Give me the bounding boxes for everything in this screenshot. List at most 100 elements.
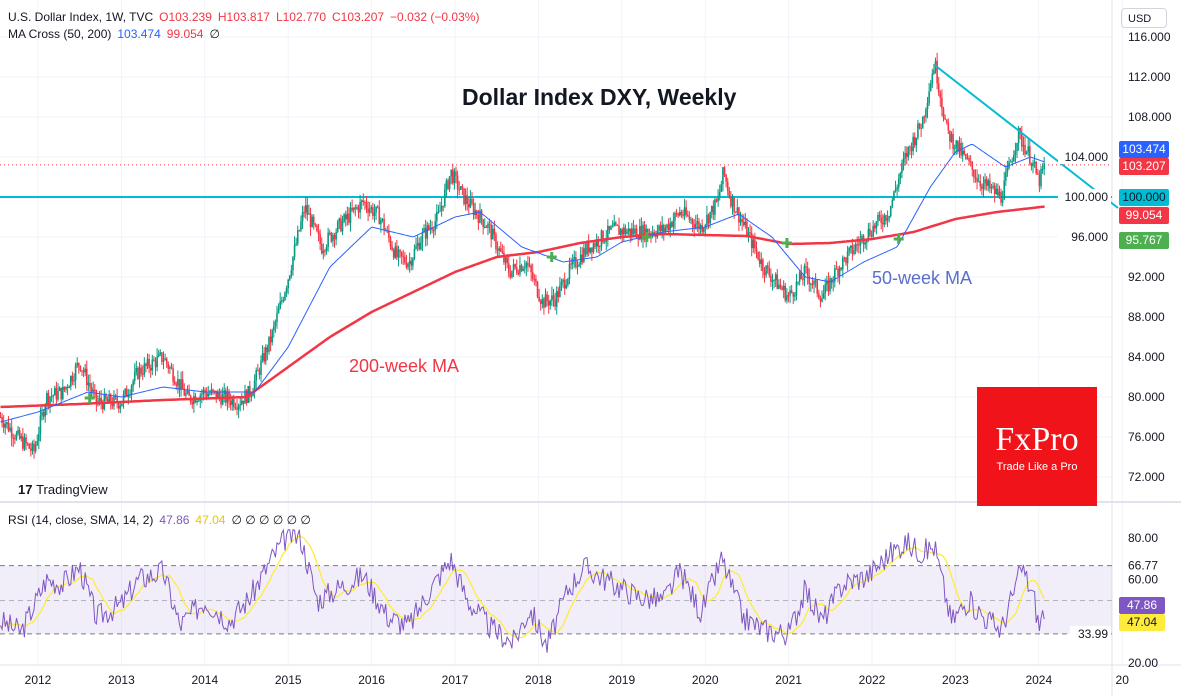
time-tick-label: 2024 bbox=[1025, 673, 1052, 687]
ma-cross-marker bbox=[641, 232, 652, 242]
candle-body bbox=[813, 280, 815, 285]
time-tick-label: 2023 bbox=[942, 673, 969, 687]
candle-body bbox=[920, 128, 922, 130]
close-value: C103.207 bbox=[332, 10, 385, 24]
candle-body bbox=[854, 244, 857, 251]
candle-body bbox=[392, 249, 395, 258]
candle-body bbox=[921, 116, 924, 129]
candle-body bbox=[444, 189, 446, 207]
candle-body bbox=[151, 359, 154, 371]
candle-body bbox=[715, 199, 718, 202]
candle-body bbox=[193, 396, 195, 405]
candle-body bbox=[368, 209, 371, 213]
candle-body bbox=[990, 187, 993, 189]
candle-body bbox=[66, 386, 69, 389]
candle-body bbox=[276, 313, 278, 323]
candle-body bbox=[522, 268, 524, 271]
candle-body bbox=[167, 363, 170, 369]
candle-body bbox=[873, 225, 876, 229]
time-tick-label: 2018 bbox=[525, 673, 552, 687]
candle-body bbox=[742, 222, 745, 226]
candle-body bbox=[1043, 163, 1045, 169]
candle-body bbox=[939, 92, 942, 98]
candle-body bbox=[503, 252, 505, 263]
candle-body bbox=[241, 400, 243, 405]
candle-body bbox=[955, 140, 958, 149]
candle-body bbox=[848, 247, 850, 252]
candle-body bbox=[997, 188, 999, 196]
ma-legend[interactable]: MA Cross (50, 200) 103.474 99.054 ∅ bbox=[8, 27, 226, 41]
candle-body bbox=[201, 393, 203, 396]
candle-body bbox=[669, 222, 671, 231]
candle-body bbox=[23, 437, 26, 449]
candle-body bbox=[893, 191, 895, 200]
candle-body bbox=[869, 228, 871, 236]
candle-body bbox=[391, 246, 393, 250]
candle-body bbox=[92, 389, 94, 392]
candle-body bbox=[758, 259, 761, 265]
candle-body bbox=[26, 443, 29, 445]
candle-body bbox=[971, 162, 974, 170]
candle-body bbox=[640, 226, 643, 240]
candle-body bbox=[402, 256, 405, 258]
candle-body bbox=[632, 228, 635, 234]
candle-body bbox=[554, 299, 556, 307]
price-tick-label: 92.000 bbox=[1128, 270, 1165, 284]
candle-body bbox=[520, 265, 523, 271]
candle-body bbox=[344, 214, 347, 220]
candle-body bbox=[631, 228, 633, 236]
candle-body bbox=[58, 387, 61, 391]
rsi-legend[interactable]: RSI (14, close, SMA, 14, 2) 47.86 47.04 ∅ ∅… bbox=[8, 513, 317, 527]
candle-body bbox=[42, 412, 45, 417]
candle-body bbox=[670, 222, 673, 227]
candle-body bbox=[49, 396, 51, 405]
candle-body bbox=[771, 280, 774, 282]
candle-body bbox=[157, 353, 160, 357]
candle-body bbox=[659, 225, 662, 232]
candle-body bbox=[1011, 161, 1014, 163]
candle-body bbox=[1027, 146, 1030, 152]
candle-body bbox=[170, 367, 173, 369]
rsi-tag: 47.86 bbox=[1119, 597, 1165, 614]
last-price-tag: 103.207 bbox=[1119, 158, 1169, 175]
candle-body bbox=[686, 214, 689, 216]
candle-body bbox=[1014, 150, 1017, 155]
candle-body bbox=[496, 249, 499, 251]
candle-body bbox=[504, 257, 507, 263]
candle-body bbox=[937, 83, 940, 93]
candle-body bbox=[782, 285, 785, 290]
currency-button[interactable]: USD bbox=[1121, 8, 1167, 28]
tradingview-watermark[interactable]: 17 TradingView bbox=[18, 482, 108, 497]
candle-body bbox=[872, 225, 874, 237]
candle-body bbox=[348, 213, 350, 223]
candle-body bbox=[675, 213, 678, 215]
candle-body bbox=[7, 422, 10, 431]
candle-body bbox=[506, 257, 508, 264]
candle-body bbox=[792, 292, 795, 297]
candle-body bbox=[1033, 162, 1036, 164]
candle-body bbox=[511, 270, 513, 278]
candle-body bbox=[233, 398, 235, 408]
candle-body bbox=[317, 231, 320, 235]
candle-body bbox=[992, 185, 994, 188]
candle-body bbox=[253, 380, 256, 393]
candle-body bbox=[333, 235, 336, 240]
candle-body bbox=[824, 284, 827, 294]
candle-body bbox=[445, 180, 448, 190]
candle-body bbox=[891, 199, 894, 206]
candle-body bbox=[292, 256, 294, 271]
candle-body bbox=[303, 212, 305, 214]
candle-body bbox=[258, 370, 261, 375]
candle-body bbox=[905, 152, 908, 157]
candle-body bbox=[100, 397, 102, 403]
candle-body bbox=[137, 368, 139, 379]
candle-body bbox=[359, 201, 361, 213]
candle-body bbox=[894, 189, 897, 192]
candle-body bbox=[613, 222, 616, 227]
candle-body bbox=[957, 140, 959, 152]
candle-body bbox=[739, 218, 742, 223]
candle-body bbox=[610, 226, 612, 230]
candle-body bbox=[557, 291, 560, 297]
candle-body bbox=[856, 244, 858, 246]
